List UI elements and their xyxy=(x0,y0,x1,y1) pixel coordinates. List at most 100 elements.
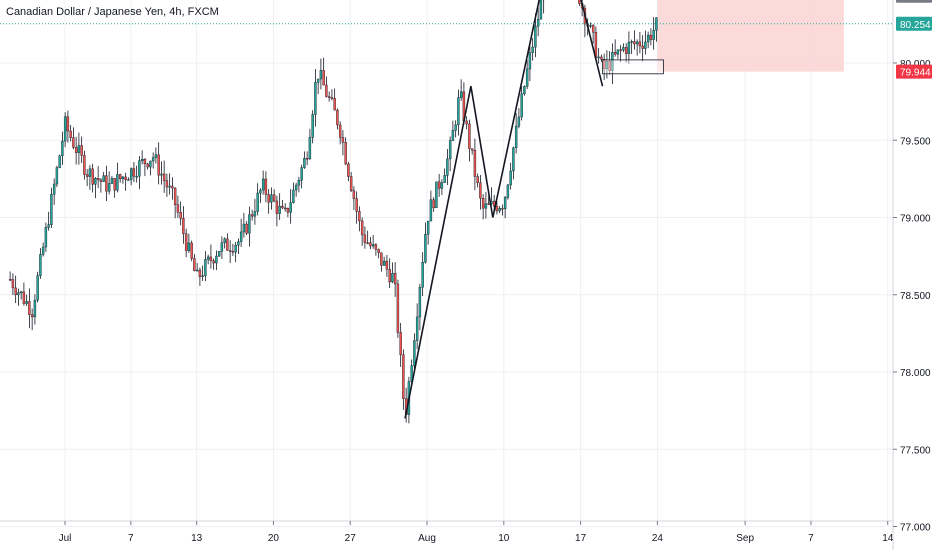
candle-body xyxy=(402,354,405,399)
candle-body xyxy=(61,140,64,157)
price-label-current[interactable] xyxy=(896,16,932,31)
candle-body xyxy=(94,177,97,185)
candle-body xyxy=(371,244,375,247)
candle-body xyxy=(50,194,53,225)
candle-body xyxy=(415,316,419,341)
candle-body xyxy=(424,233,427,263)
candle-body xyxy=(589,25,592,27)
candle-body xyxy=(641,45,644,49)
candle-body xyxy=(517,116,521,127)
candle-body xyxy=(118,174,122,179)
candle-body xyxy=(602,59,606,70)
candle-body xyxy=(481,198,485,209)
candle-body xyxy=(303,157,306,168)
candle-body xyxy=(69,130,72,138)
candle-body xyxy=(388,269,391,283)
candle-body xyxy=(201,275,204,277)
candle-body xyxy=(616,49,620,55)
candle-body xyxy=(80,145,83,156)
price-label-entry[interactable] xyxy=(896,0,932,3)
price-label-entry-text: 80.435 xyxy=(900,0,931,3)
candle-body xyxy=(308,137,312,159)
x-tick-label: 27 xyxy=(345,533,357,544)
candle-body xyxy=(316,78,320,83)
candle-body xyxy=(193,258,196,272)
candle-body xyxy=(47,224,50,228)
candle-body xyxy=(179,212,182,219)
candle-body xyxy=(52,183,56,195)
candle-body xyxy=(352,190,356,199)
candle-body xyxy=(248,214,251,234)
candle-body xyxy=(226,238,229,251)
candle-body xyxy=(77,145,81,153)
candle-body xyxy=(30,314,34,318)
candle-body xyxy=(223,238,226,243)
candle-body xyxy=(198,269,202,277)
candle-body xyxy=(132,168,136,177)
y-tick-label: 78.500 xyxy=(900,291,931,302)
wave-pattern-line[interactable] xyxy=(404,0,604,419)
candle-body xyxy=(468,123,471,149)
candle-body xyxy=(380,252,383,266)
candle-body xyxy=(110,178,114,184)
candle-body xyxy=(630,41,633,43)
candle-body xyxy=(39,254,42,276)
candle-body xyxy=(234,245,237,253)
candle-body xyxy=(399,332,402,355)
candle-body xyxy=(204,259,207,276)
candle-body xyxy=(622,47,625,51)
candle-body xyxy=(305,157,309,160)
loss-zone[interactable] xyxy=(657,0,844,72)
candle-body xyxy=(19,291,23,294)
candle-body xyxy=(451,130,455,141)
candle-body xyxy=(105,175,108,192)
candle-body xyxy=(514,125,518,148)
candle-body xyxy=(611,52,614,71)
candle-body xyxy=(619,49,622,51)
candle-body xyxy=(107,183,111,192)
candle-body xyxy=(176,204,180,213)
candle-body xyxy=(484,203,488,209)
candle-body xyxy=(459,91,463,98)
candle-body xyxy=(88,168,92,177)
candle-body xyxy=(608,61,611,71)
consolidation-box[interactable] xyxy=(602,59,664,75)
candle-body xyxy=(33,299,37,318)
candle-body xyxy=(520,93,523,118)
candle-body xyxy=(283,207,287,210)
x-tick-label: 17 xyxy=(575,533,587,544)
candle-body xyxy=(8,279,12,281)
candle-body xyxy=(270,194,273,203)
candle-body xyxy=(264,178,268,195)
price-label-stop[interactable] xyxy=(896,64,932,79)
candle-body xyxy=(253,211,257,217)
candle-body xyxy=(391,272,394,283)
y-tick-label: 77.000 xyxy=(900,523,931,534)
candle-body xyxy=(327,96,331,98)
candle-body xyxy=(261,178,265,191)
candle-body xyxy=(127,179,130,181)
candle-body xyxy=(102,175,105,182)
candle-body xyxy=(435,181,438,208)
candle-body xyxy=(184,233,188,251)
candle-body xyxy=(523,86,526,95)
candle-body xyxy=(363,234,367,243)
candle-body xyxy=(503,197,507,209)
candle-body xyxy=(336,109,339,126)
candle-body xyxy=(366,242,369,244)
candle-body xyxy=(591,25,595,33)
candle-body xyxy=(143,158,147,165)
candle-body xyxy=(314,82,317,115)
candle-body xyxy=(476,176,479,183)
candle-body xyxy=(195,269,199,272)
candle-body xyxy=(330,97,334,99)
candle-body xyxy=(374,244,378,250)
candle-body xyxy=(63,116,67,142)
candle-body xyxy=(501,208,504,210)
candle-body xyxy=(294,184,298,191)
candle-body xyxy=(72,137,75,148)
candle-body xyxy=(228,250,232,252)
